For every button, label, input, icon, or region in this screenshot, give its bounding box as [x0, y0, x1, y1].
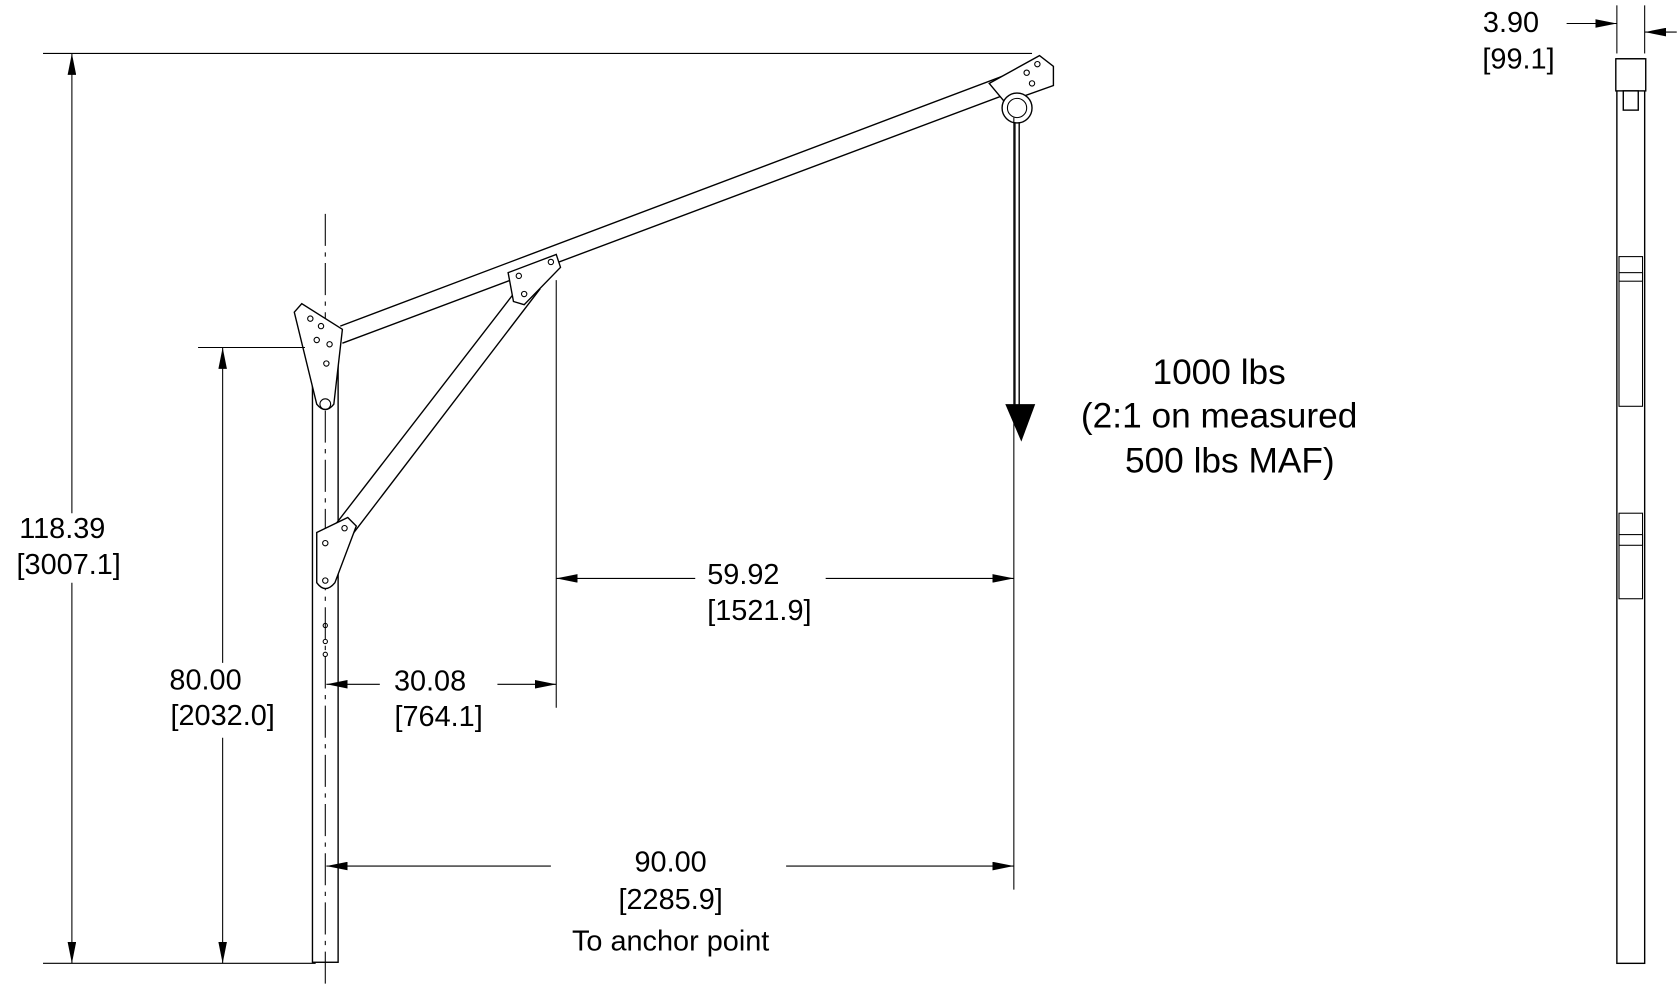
dimension-inches: 80.00 — [169, 665, 241, 697]
dimension-mm: [99.1] — [1482, 43, 1554, 75]
side-view — [1566, 5, 1677, 965]
load-line: 500 lbs MAF) — [1125, 442, 1335, 481]
dimension-mm: [764.1] — [394, 701, 482, 733]
dimension-mm: [1521.9] — [707, 595, 811, 627]
dimension-mm: [3007.1] — [17, 549, 121, 581]
boom — [340, 65, 1036, 344]
dimension-lines — [43, 52, 1033, 964]
dimension-inches: 90.00 — [635, 846, 707, 878]
load-arrow — [1005, 122, 1036, 442]
load-line: (2:1 on measured — [1081, 397, 1357, 436]
strut — [320, 279, 541, 557]
dimension-inches: 118.39 — [19, 513, 105, 545]
dimension-mm: [2285.9] — [618, 884, 722, 916]
dimension-mm: [2032.0] — [170, 700, 274, 732]
dimension-inches: 3.90 — [1483, 7, 1539, 39]
plates — [293, 54, 1055, 590]
dimension-inches: 30.08 — [394, 666, 466, 698]
load-line: 1000 lbs — [1152, 353, 1285, 392]
dimension-note: To anchor point — [572, 926, 769, 958]
dimension-inches: 59.92 — [707, 559, 779, 591]
